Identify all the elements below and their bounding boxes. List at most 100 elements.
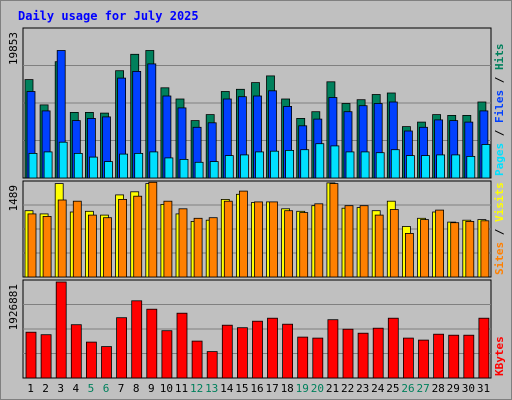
- bar-sites-day-29: [450, 222, 460, 278]
- day-label-20: 20: [311, 382, 324, 395]
- bar-pages-day-5: [89, 156, 98, 179]
- bar-kbytes-day-18: [282, 323, 294, 379]
- day-label-26: 26: [401, 382, 414, 395]
- bar-kbytes-day-14: [221, 324, 233, 379]
- bar-kbytes-day-15: [236, 327, 248, 379]
- bar-kbytes-day-4: [70, 324, 82, 379]
- bar-pages-day-19: [300, 149, 310, 179]
- bar-sites-day-27: [420, 219, 429, 278]
- bar-kbytes-day-16: [252, 320, 263, 379]
- bar-sites-day-2: [42, 215, 52, 278]
- bar-pages-day-22: [345, 151, 355, 179]
- bar-pages-day-25: [390, 149, 400, 179]
- day-label-1: 1: [27, 382, 34, 395]
- bar-pages-day-30: [466, 155, 476, 179]
- bar-kbytes-day-25: [387, 317, 399, 379]
- bar-pages-day-13: [209, 161, 219, 179]
- bar-sites-day-7: [118, 198, 127, 278]
- bar-pages-day-17: [270, 150, 279, 179]
- bar-pages-day-23: [360, 151, 370, 179]
- series-sites: [27, 181, 490, 278]
- day-label-9: 9: [148, 382, 155, 395]
- legend-hits: Pages / Files / Hits: [493, 44, 506, 177]
- day-label-2: 2: [42, 382, 49, 395]
- panels-group: [22, 27, 492, 379]
- bar-pages-day-3: [58, 141, 68, 179]
- bar-kbytes-day-7: [116, 317, 127, 379]
- bar-pages-day-2: [43, 151, 53, 179]
- bar-sites-day-18: [284, 210, 294, 278]
- bar-pages-day-15: [239, 154, 249, 179]
- bar-pages-day-14: [224, 155, 234, 179]
- axis-max-label-visits: 1489: [7, 185, 20, 212]
- bar-pages-day-4: [73, 152, 83, 179]
- bar-sites-day-15: [238, 190, 248, 278]
- bar-pages-day-18: [285, 149, 295, 179]
- bar-sites-day-24: [374, 214, 384, 278]
- day-label-27: 27: [416, 382, 429, 395]
- series-pages: [28, 141, 491, 179]
- chart-title: Daily usage for July 2025: [18, 9, 199, 23]
- bar-sites-day-17: [269, 201, 278, 278]
- bar-sites-day-9: [148, 181, 158, 278]
- panel-visits: [22, 180, 492, 278]
- bar-sites-day-11: [178, 208, 188, 278]
- bar-pages-day-6: [104, 161, 113, 179]
- day-label-5: 5: [88, 382, 95, 395]
- bar-pages-day-9: [149, 151, 159, 179]
- day-label-11: 11: [175, 382, 188, 395]
- bar-sites-day-10: [163, 200, 173, 278]
- bar-pages-day-12: [194, 161, 204, 179]
- bar-sites-day-21: [329, 183, 339, 278]
- bar-sites-day-31: [480, 220, 490, 278]
- day-label-8: 8: [133, 382, 140, 395]
- day-label-23: 23: [356, 382, 369, 395]
- bar-kbytes-day-31: [478, 317, 490, 379]
- bar-kbytes-day-2: [40, 334, 52, 379]
- bar-kbytes-day-28: [433, 333, 445, 379]
- legend-hits-part: Pages: [493, 143, 506, 176]
- day-label-12: 12: [190, 382, 203, 395]
- bar-kbytes-day-21: [327, 319, 339, 379]
- legend-hits-part: /: [493, 70, 506, 90]
- bar-pages-day-1: [28, 152, 38, 179]
- bar-sites-day-26: [404, 232, 414, 278]
- day-label-14: 14: [220, 382, 234, 395]
- day-label-13: 13: [205, 382, 218, 395]
- bar-sites-day-16: [254, 201, 263, 278]
- bar-sites-day-5: [88, 214, 97, 278]
- bar-kbytes-day-12: [191, 340, 203, 379]
- axis-max-label-kbytes: 1926881: [7, 284, 20, 330]
- bar-sites-day-13: [208, 217, 218, 278]
- bar-kbytes-day-3: [55, 281, 67, 379]
- bar-kbytes-day-19: [297, 336, 309, 379]
- bar-pages-day-20: [315, 143, 325, 179]
- bar-kbytes-day-9: [146, 308, 158, 379]
- bar-pages-day-21: [330, 145, 340, 179]
- bar-pages-day-8: [134, 152, 144, 179]
- day-label-29: 29: [447, 382, 460, 395]
- bar-kbytes-day-27: [418, 339, 429, 379]
- bar-kbytes-day-13: [206, 351, 218, 379]
- legend-kbytes-part: KBytes: [493, 336, 506, 376]
- legend-visits-part: Visits: [493, 182, 506, 222]
- bar-kbytes-day-22: [342, 328, 354, 379]
- bar-pages-day-24: [375, 152, 385, 179]
- day-label-18: 18: [281, 382, 294, 395]
- legend-visits-part: Sites: [493, 242, 506, 275]
- bar-kbytes-day-20: [312, 337, 324, 379]
- legend-visits-part: /: [493, 222, 506, 242]
- legend-visits: Sites / Visits: [493, 182, 506, 275]
- bar-kbytes-day-11: [176, 312, 188, 379]
- day-labels: 1 2 3 4 5 6 7 8 9 10 11 12 13 14 15 16 17 18 19 20 21 22 23 24 2…: [27, 382, 490, 395]
- day-label-10: 10: [160, 382, 173, 395]
- bar-pages-day-26: [405, 155, 415, 179]
- legend-kbytes: KBytes: [493, 336, 506, 376]
- bar-sites-day-30: [465, 220, 475, 278]
- day-label-17: 17: [265, 382, 278, 395]
- bar-pages-day-16: [255, 151, 264, 179]
- bar-sites-day-3: [57, 199, 67, 278]
- legend-hits-part: /: [493, 123, 506, 143]
- day-label-7: 7: [118, 382, 125, 395]
